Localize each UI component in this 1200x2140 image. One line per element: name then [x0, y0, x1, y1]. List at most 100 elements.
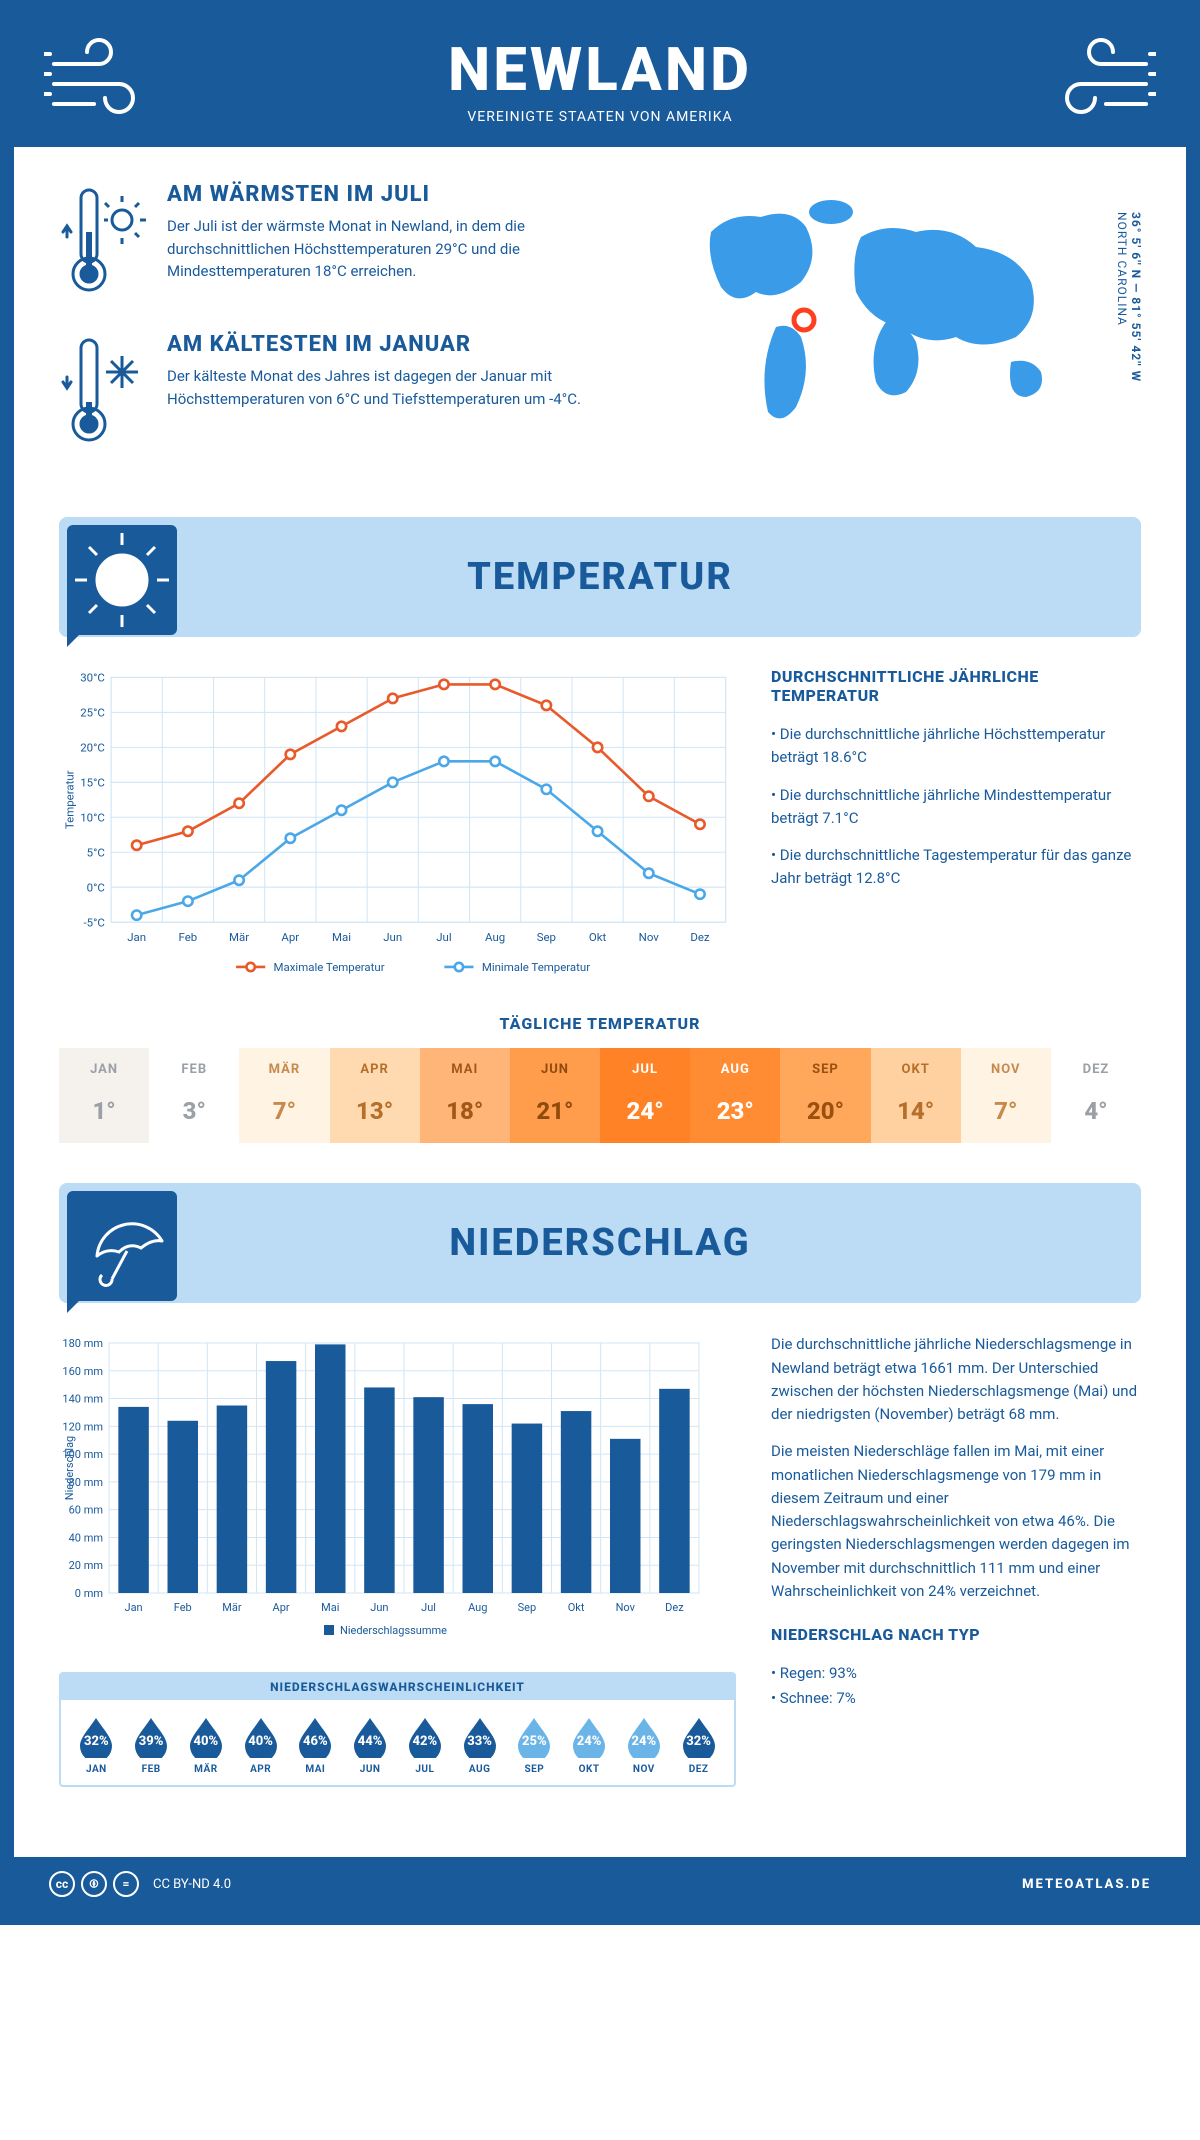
svg-text:Aug: Aug [468, 1601, 487, 1614]
svg-text:10°C: 10°C [80, 810, 105, 824]
svg-text:Apr: Apr [281, 930, 299, 944]
svg-text:Feb: Feb [174, 1601, 192, 1614]
temp-cell: OKT14° [871, 1048, 961, 1143]
svg-text:160 mm: 160 mm [62, 1365, 103, 1378]
prob-cell: 42%JUL [398, 1714, 453, 1775]
svg-text:Jul: Jul [421, 1601, 436, 1614]
svg-text:20 mm: 20 mm [69, 1560, 103, 1573]
svg-text:30°C: 30°C [80, 671, 105, 685]
svg-text:Dez: Dez [690, 930, 710, 944]
thermometer-hot-icon [59, 182, 149, 302]
temp-cell: MÄR7° [239, 1048, 329, 1143]
temp-cell: FEB3° [149, 1048, 239, 1143]
prob-cell: 24%NOV [617, 1714, 672, 1775]
svg-text:Aug: Aug [485, 930, 505, 944]
city-title: NEWLAND [14, 34, 1186, 105]
prob-cell: 32%DEZ [671, 1714, 726, 1775]
nd-icon: = [113, 1871, 139, 1897]
prob-cell: 39%FEB [124, 1714, 179, 1775]
temp-info-p1: • Die durchschnittliche jährliche Höchst… [771, 723, 1141, 770]
svg-text:Mär: Mär [222, 1601, 242, 1614]
svg-text:40 mm: 40 mm [69, 1532, 103, 1545]
svg-text:5°C: 5°C [87, 845, 105, 859]
temperature-line-chart: -5°C0°C5°C10°C15°C20°C25°C30°CJanFebMärA… [59, 667, 736, 979]
precip-type1: • Regen: 93% [771, 1662, 1141, 1685]
temp-cell: SEP20° [780, 1048, 870, 1143]
temp-cell: APR13° [330, 1048, 420, 1143]
svg-text:-5°C: -5°C [84, 915, 105, 929]
infographic-container: NEWLAND VEREINIGTE STAATEN VON AMERIKA A… [0, 0, 1200, 1925]
coldest-title: AM KÄLTESTEN IM JANUAR [167, 332, 651, 357]
coordinates: 36° 5' 6'' N — 81° 55' 42'' WNORTH CAROL… [1115, 212, 1143, 382]
svg-text:Minimale Temperatur: Minimale Temperatur [482, 960, 590, 974]
svg-text:Jan: Jan [125, 1601, 143, 1614]
svg-text:Sep: Sep [518, 1601, 537, 1614]
daily-temp-title: TÄGLICHE TEMPERATUR [59, 1014, 1141, 1033]
precip-probability-box: NIEDERSCHLAGSWAHRSCHEINLICHKEIT 32%JAN39… [59, 1672, 736, 1787]
license-text: CC BY-ND 4.0 [153, 1877, 231, 1892]
svg-text:25°C: 25°C [80, 706, 105, 720]
svg-text:Jun: Jun [383, 930, 402, 944]
prob-cell: 46%MAI [288, 1714, 343, 1775]
coldest-fact: AM KÄLTESTEN IM JANUAR Der kälteste Mona… [59, 332, 651, 452]
svg-text:Nov: Nov [639, 930, 660, 944]
svg-text:Jan: Jan [127, 930, 146, 944]
svg-text:Okt: Okt [568, 1601, 585, 1614]
by-icon: 🅯 [81, 1871, 107, 1897]
temp-cell: NOV7° [961, 1048, 1051, 1143]
temp-info-title: DURCHSCHNITTLICHE JÄHRLICHE TEMPERATUR [771, 667, 1141, 705]
wind-icon [1036, 34, 1156, 124]
temp-cell: AUG23° [690, 1048, 780, 1143]
svg-text:Mär: Mär [229, 930, 249, 944]
prob-cell: 33%AUG [452, 1714, 507, 1775]
svg-text:0 mm: 0 mm [75, 1587, 103, 1600]
svg-text:120 mm: 120 mm [62, 1421, 103, 1434]
thermometer-cold-icon [59, 332, 149, 452]
svg-text:Temperatur: Temperatur [63, 770, 77, 829]
temp-cell: DEZ4° [1051, 1048, 1141, 1143]
svg-text:0°C: 0°C [87, 880, 105, 894]
temperature-section-bar: TEMPERATUR [59, 517, 1141, 637]
prob-cell: 25%SEP [507, 1714, 562, 1775]
sun-icon [67, 525, 177, 635]
header: NEWLAND VEREINIGTE STAATEN VON AMERIKA [14, 14, 1186, 147]
warmest-title: AM WÄRMSTEN IM JULI [167, 182, 651, 207]
svg-text:20°C: 20°C [80, 741, 105, 755]
warmest-fact: AM WÄRMSTEN IM JULI Der Juli ist der wär… [59, 182, 651, 302]
prob-cell: 40%APR [233, 1714, 288, 1775]
precip-bar-chart: 0 mm20 mm40 mm60 mm80 mm100 mm120 mm140 … [59, 1333, 709, 1643]
prob-title: NIEDERSCHLAGSWAHRSCHEINLICHKEIT [61, 1674, 734, 1700]
svg-text:Apr: Apr [273, 1601, 290, 1614]
svg-text:Sep: Sep [537, 930, 556, 944]
temp-cell: MAI18° [420, 1048, 510, 1143]
svg-text:Okt: Okt [589, 930, 607, 944]
umbrella-icon [67, 1191, 177, 1301]
svg-text:Jul: Jul [436, 930, 451, 944]
temp-cell: JUN21° [510, 1048, 600, 1143]
temperature-heading: TEMPERATUR [467, 555, 733, 599]
temp-info-p3: • Die durchschnittliche Tagestemperatur … [771, 844, 1141, 891]
svg-text:Niederschlag: Niederschlag [63, 1436, 76, 1500]
daily-temp-table: JAN1°FEB3°MÄR7°APR13°MAI18°JUN21°JUL24°A… [59, 1048, 1141, 1143]
svg-text:Nov: Nov [616, 1601, 636, 1614]
country-subtitle: VEREINIGTE STAATEN VON AMERIKA [14, 109, 1186, 125]
map-location-marker [791, 307, 817, 333]
prob-cell: 44%JUN [343, 1714, 398, 1775]
prob-cell: 40%MÄR [179, 1714, 234, 1775]
svg-text:Dez: Dez [665, 1601, 684, 1614]
svg-text:15°C: 15°C [80, 775, 105, 789]
cc-icon: cc [49, 1871, 75, 1897]
svg-text:Maximale Temperatur: Maximale Temperatur [274, 960, 385, 974]
precip-p2: Die meisten Niederschläge fallen im Mai,… [771, 1440, 1141, 1603]
temp-info-p2: • Die durchschnittliche jährliche Mindes… [771, 784, 1141, 831]
precip-type-title: NIEDERSCHLAG NACH TYP [771, 1625, 1141, 1644]
prob-cell: 32%JAN [69, 1714, 124, 1775]
precip-p1: Die durchschnittliche jährliche Niedersc… [771, 1333, 1141, 1426]
svg-text:Jun: Jun [370, 1601, 388, 1614]
intro-section: AM WÄRMSTEN IM JULI Der Juli ist der wär… [59, 182, 1141, 482]
prob-cell: 24%OKT [562, 1714, 617, 1775]
temp-cell: JUL24° [600, 1048, 690, 1143]
temp-cell: JAN1° [59, 1048, 149, 1143]
map-panel: 36° 5' 6'' N — 81° 55' 42'' WNORTH CAROL… [681, 182, 1141, 482]
svg-text:Mai: Mai [332, 930, 351, 944]
